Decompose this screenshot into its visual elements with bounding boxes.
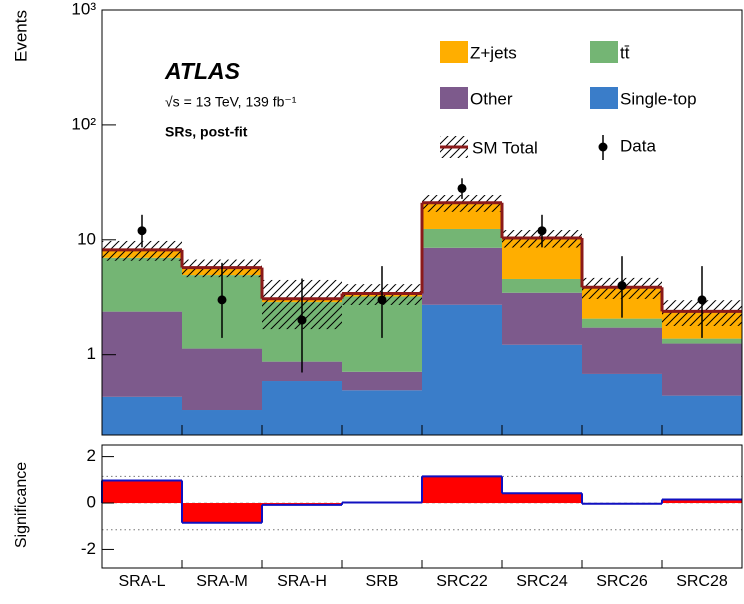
stack-segment bbox=[502, 279, 582, 293]
stack-segment bbox=[582, 319, 662, 328]
data-point bbox=[618, 281, 627, 290]
stack-segment bbox=[662, 339, 742, 344]
y-tick-label: 10 bbox=[77, 229, 96, 248]
data-point bbox=[538, 226, 547, 235]
stack-segment bbox=[422, 229, 502, 248]
data-point bbox=[298, 316, 307, 325]
x-tick-label: SRA-M bbox=[196, 573, 248, 590]
legend-label: SM Total bbox=[472, 138, 538, 157]
stack-segment bbox=[422, 305, 502, 435]
legend-label: Data bbox=[620, 136, 656, 155]
legend-label: tt̄ bbox=[620, 43, 630, 62]
region-label: SRs, post-fit bbox=[165, 124, 248, 140]
significance-bar bbox=[422, 476, 502, 503]
data-point bbox=[218, 295, 227, 304]
x-tick-label: SRA-H bbox=[277, 573, 327, 590]
significance-bar bbox=[102, 481, 182, 504]
significance-bar bbox=[182, 503, 262, 523]
x-tick-label: SRA-L bbox=[118, 573, 165, 590]
stack-segment bbox=[342, 372, 422, 391]
stack-segment bbox=[502, 345, 582, 435]
significance-bar bbox=[502, 493, 582, 503]
y-tick-label: -2 bbox=[81, 539, 96, 558]
stack-segment bbox=[182, 410, 262, 435]
stack-segment bbox=[102, 258, 182, 312]
legend-swatch bbox=[590, 41, 618, 63]
data-point bbox=[458, 184, 467, 193]
stack-segment bbox=[502, 293, 582, 345]
y-tick-label: 10³ bbox=[71, 0, 96, 18]
x-tick-label: SRC26 bbox=[596, 573, 648, 590]
legend-swatch bbox=[590, 87, 618, 109]
stack-segment bbox=[662, 344, 742, 396]
data-point bbox=[138, 226, 147, 235]
stack-segment bbox=[662, 396, 742, 435]
stack-segment bbox=[422, 248, 502, 305]
y-tick-label: 0 bbox=[87, 493, 96, 512]
data-point bbox=[698, 295, 707, 304]
legend-swatch bbox=[440, 87, 468, 109]
stack-segment bbox=[342, 390, 422, 435]
stack-segment bbox=[262, 381, 342, 435]
data-point bbox=[378, 295, 387, 304]
y2-axis-title: Significance bbox=[13, 462, 30, 548]
x-tick-label: SRC28 bbox=[676, 573, 728, 590]
energy-label: √s = 13 TeV, 139 fb⁻¹ bbox=[165, 94, 297, 110]
stack-segment bbox=[582, 328, 662, 374]
legend-label: Other bbox=[470, 89, 513, 108]
legend-label: Single-top bbox=[620, 89, 697, 108]
legend-label: Z+jets bbox=[470, 43, 517, 62]
y-tick-label: 2 bbox=[87, 446, 96, 465]
y-axis-title: Events bbox=[11, 10, 30, 62]
x-tick-label: SRC22 bbox=[436, 573, 488, 590]
x-tick-label: SRC24 bbox=[516, 573, 568, 590]
legend-swatch-point bbox=[599, 143, 608, 152]
atlas-label: ATLAS bbox=[164, 58, 241, 84]
stack-segment bbox=[582, 374, 662, 435]
legend-swatch bbox=[440, 41, 468, 63]
x-tick-label: SRB bbox=[366, 573, 399, 590]
y-tick-label: 10² bbox=[71, 114, 96, 133]
stack-segment bbox=[102, 397, 182, 435]
stack-segment bbox=[182, 349, 262, 410]
y-tick-label: 1 bbox=[87, 344, 96, 363]
